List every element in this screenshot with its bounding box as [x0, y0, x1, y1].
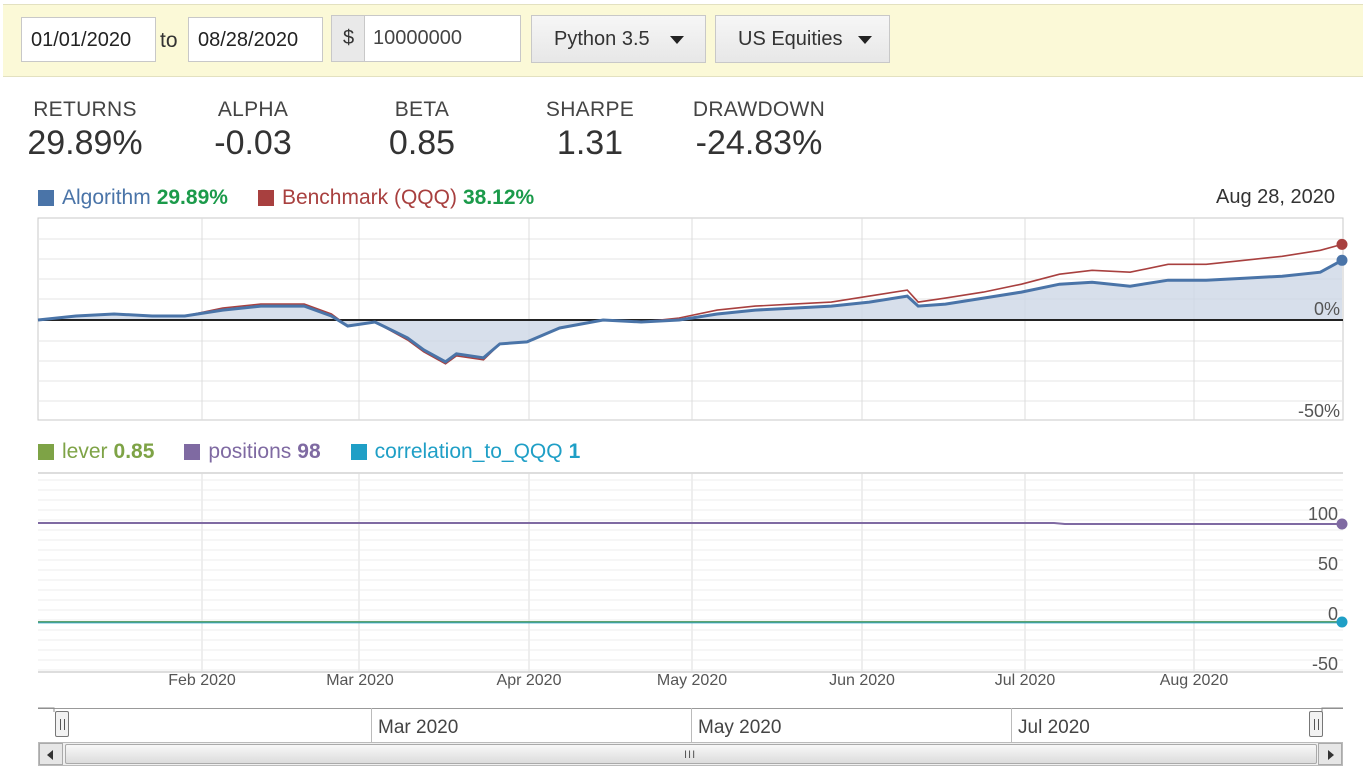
stat-alpha: ALPHA -0.03 — [203, 98, 303, 163]
python-version-dropdown[interactable]: Python 3.5 — [531, 15, 706, 63]
returns-y-tick-minus50: -50% — [1298, 401, 1340, 421]
navigator-divider — [691, 708, 692, 744]
algorithm-area — [38, 260, 1342, 362]
python-version-label: Python 3.5 — [554, 28, 650, 50]
navigator-date-label: Mar 2020 — [378, 717, 459, 738]
stat-label: BETA — [394, 98, 450, 121]
algorithm-legend-label[interactable]: Algorithm — [62, 186, 151, 209]
benchmark-end-marker — [1336, 238, 1348, 250]
navigator-scrollbar[interactable]: III — [38, 742, 1343, 766]
navigator-right-handle[interactable] — [1309, 711, 1323, 737]
stat-label: DRAWDOWN — [692, 98, 826, 121]
stat-value: -0.03 — [214, 124, 292, 162]
navigator-divider — [1011, 708, 1012, 744]
stat-value: 1.31 — [556, 124, 624, 162]
stat-label: ALPHA — [217, 98, 289, 121]
returns-y-tick-zero: 0% — [1314, 299, 1340, 319]
correlation-swatch — [350, 444, 367, 460]
algorithm-line — [37, 258, 1343, 364]
positions-legend-value: 98 — [297, 440, 321, 463]
arrow-left-icon — [47, 750, 53, 760]
benchmark-legend-label[interactable]: Benchmark (QQQ) — [281, 186, 457, 209]
grip-icon: III — [684, 749, 697, 761]
currency-symbol: $ — [331, 15, 364, 62]
lever-swatch — [38, 444, 54, 460]
stat-value: 29.89% — [27, 124, 143, 162]
algorithm-end-marker — [1336, 254, 1348, 266]
navigator-left-handle[interactable] — [55, 711, 69, 737]
algorithm-legend-value: 29.89% — [156, 186, 228, 209]
chevron-down-icon — [670, 36, 684, 44]
correlation-legend-value: 1 — [568, 440, 581, 463]
algorithm-swatch — [38, 190, 54, 206]
stat-label: RETURNS — [33, 98, 137, 121]
positions-legend-label[interactable]: positions — [208, 440, 292, 463]
dataset-label: US Equities — [738, 28, 843, 50]
current-date-label: Aug 28, 2020 — [1216, 186, 1335, 208]
navigator-date-label: Jul 2020 — [1018, 717, 1090, 738]
stat-value: 0.85 — [388, 124, 456, 162]
benchmark-legend-value: 38.12% — [462, 186, 535, 209]
capital-input[interactable]: 10000000 — [364, 15, 521, 62]
lever-legend-value: 0.85 — [113, 440, 155, 463]
lever-legend-label[interactable]: lever — [62, 440, 108, 463]
stat-drawdown: DRAWDOWN -24.83% — [690, 98, 828, 163]
scroll-left-button[interactable] — [39, 743, 63, 765]
benchmark-swatch — [257, 190, 274, 206]
range-navigator[interactable] — [38, 708, 1343, 744]
scroll-thumb[interactable]: III — [65, 744, 1317, 764]
date-range-to-label: to — [160, 29, 178, 52]
stat-label: SHARPE — [545, 98, 635, 121]
scroll-right-button[interactable] — [1318, 743, 1342, 765]
dataset-dropdown[interactable]: US Equities — [715, 15, 890, 63]
stat-beta: BETA 0.85 — [372, 98, 472, 163]
custom-data-legend: lever 0.85 positions 98 correlation_to_Q… — [38, 440, 610, 464]
arrow-right-icon — [1328, 750, 1334, 760]
positions-swatch — [184, 444, 201, 460]
navigator-date-label: May 2020 — [698, 717, 782, 738]
chevron-down-icon — [858, 36, 872, 44]
end-date-input[interactable]: 08/28/2020 — [188, 17, 323, 62]
stat-sharpe: SHARPE 1.31 — [540, 98, 640, 163]
correlation-legend-label[interactable]: correlation_to_QQQ — [374, 440, 563, 463]
navigator-divider — [371, 708, 372, 744]
stat-value: -24.83% — [695, 124, 823, 162]
backtest-toolbar: 01/01/2020 to 08/28/2020 $ 10000000 Pyth… — [3, 4, 1363, 77]
returns-legend: Algorithm 29.89% Benchmark (QQQ) 38.12% — [38, 186, 564, 210]
stat-returns: RETURNS 29.89% — [24, 98, 146, 163]
start-date-input[interactable]: 01/01/2020 — [21, 17, 156, 62]
